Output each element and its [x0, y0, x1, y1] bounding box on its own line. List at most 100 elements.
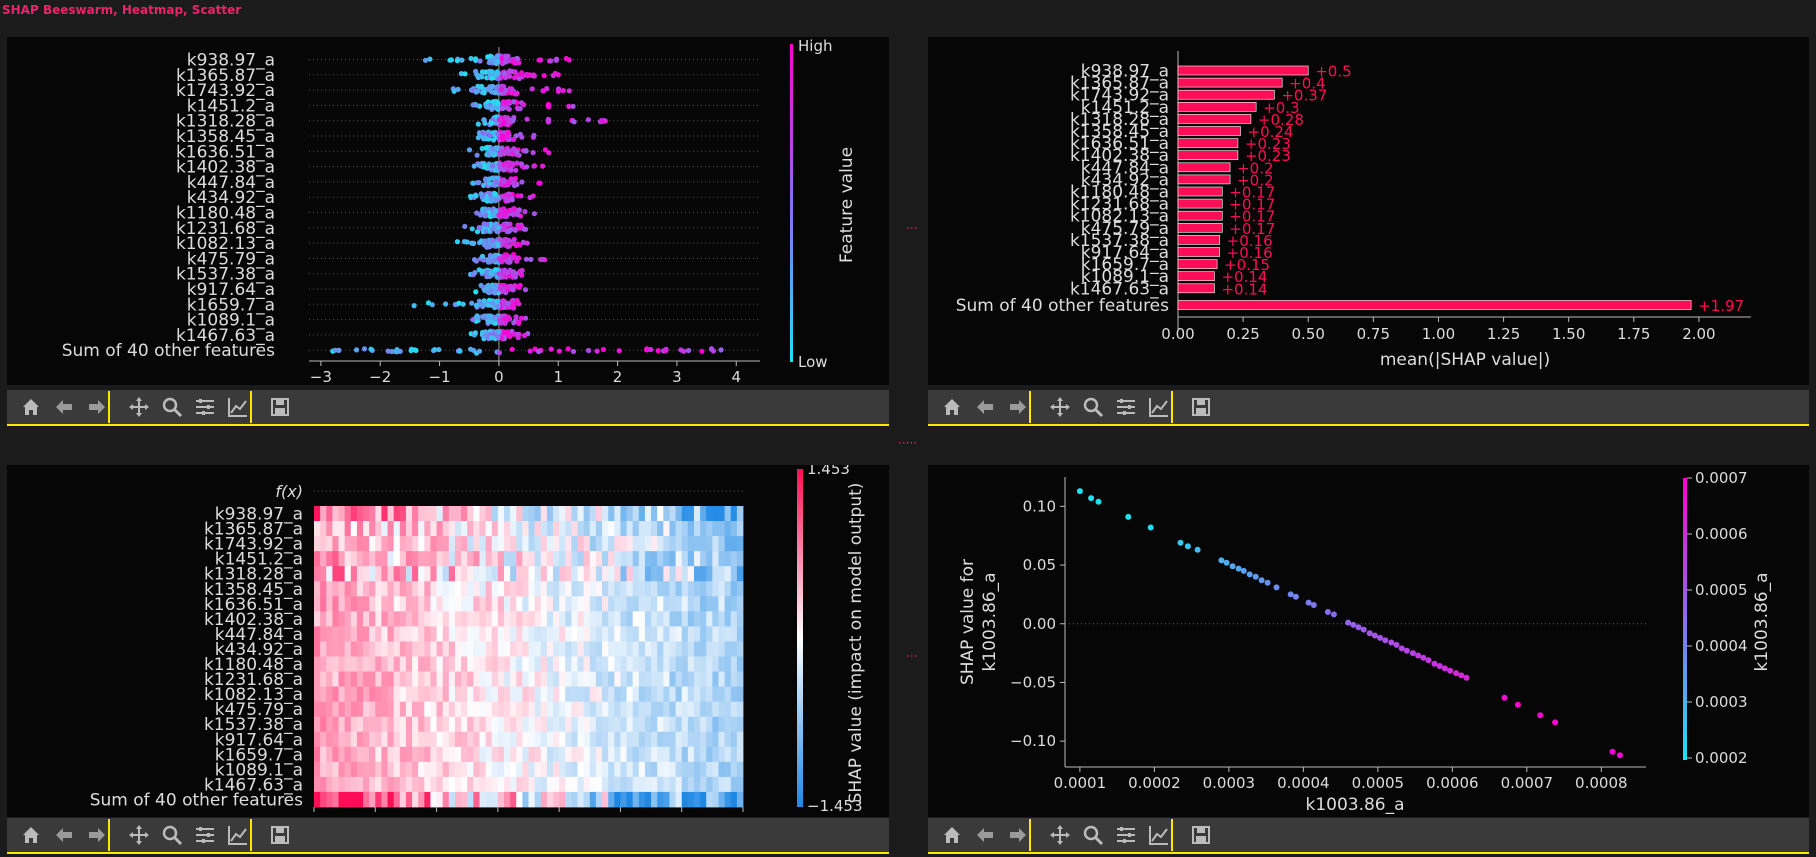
pan-button[interactable] — [1046, 393, 1074, 421]
zoom-button[interactable] — [1079, 393, 1107, 421]
heatmap-cell — [540, 656, 548, 672]
heatmap-cell — [602, 611, 609, 627]
beeswarm-point — [498, 213, 504, 219]
heatmap-cell — [320, 686, 327, 703]
dependence-point — [1415, 652, 1422, 659]
heatmap-cell — [363, 641, 370, 657]
heatmap-cell — [614, 731, 621, 748]
heatmap-cell — [546, 746, 554, 763]
heatmap-cell — [320, 656, 327, 672]
bar-category-label: k1451.2_a — [1081, 98, 1169, 118]
save-button[interactable] — [266, 821, 294, 849]
home-button[interactable] — [938, 393, 966, 421]
heatmap-cell — [510, 656, 517, 672]
heatmap-cell — [644, 596, 652, 612]
heatmap-cell — [448, 581, 456, 597]
heatmap-cell — [405, 506, 413, 522]
beeswarm-point — [487, 133, 493, 139]
x-tick-label: 2 — [613, 368, 623, 385]
beeswarm-point — [616, 348, 622, 354]
edit-axis-button[interactable] — [224, 821, 252, 849]
beeswarm-point — [510, 99, 516, 105]
heatmap-cell — [663, 656, 670, 672]
heatmap-cell — [405, 551, 413, 567]
subplots-button[interactable] — [1112, 821, 1140, 849]
heatmap-cell — [559, 671, 566, 687]
heatmap-cell — [399, 536, 407, 552]
heatmap-cell — [638, 521, 646, 537]
edit-axis-button[interactable] — [1145, 821, 1173, 849]
back-arrow-button[interactable] — [50, 393, 78, 421]
subplots-button[interactable] — [1112, 393, 1140, 421]
heatmap-cell — [424, 701, 431, 718]
back-arrow-button[interactable] — [50, 821, 78, 849]
heatmap-cell — [332, 776, 339, 793]
zoom-button[interactable] — [158, 393, 186, 421]
beeswarm-point — [555, 88, 562, 94]
bar-value-label: +0.3 — [1263, 99, 1299, 117]
back-arrow-button[interactable] — [971, 393, 999, 421]
heatmap-cell — [571, 731, 578, 748]
dependence-point — [1552, 719, 1559, 726]
heatmap-cell — [448, 611, 456, 627]
vertical-splitter-handle[interactable]: ⋮ — [905, 222, 919, 234]
heatmap-cell — [546, 581, 554, 597]
zoom-button[interactable] — [158, 821, 186, 849]
save-button[interactable] — [266, 393, 294, 421]
home-icon — [944, 399, 960, 415]
heatmap-cell — [534, 611, 542, 627]
home-button[interactable] — [17, 393, 45, 421]
heatmap-cell — [693, 626, 701, 642]
forward-arrow-button[interactable] — [1004, 393, 1032, 421]
heatmap-cell — [473, 566, 480, 582]
heatmap-cell — [356, 626, 364, 642]
heatmap-cell — [595, 521, 603, 537]
heatmap-cell — [730, 791, 738, 808]
pan-button[interactable] — [125, 821, 153, 849]
heatmap-cell — [454, 791, 462, 808]
heatmap-cell — [375, 581, 382, 597]
pan-button[interactable] — [125, 393, 153, 421]
beeswarm-point — [489, 319, 495, 325]
heatmap-cell — [663, 536, 670, 552]
heatmap-cell — [497, 656, 505, 672]
bar — [1177, 186, 1223, 197]
heatmap-cell — [700, 536, 707, 552]
heatmap-cell — [356, 746, 364, 763]
heatmap-cell — [510, 731, 517, 748]
subplots-button[interactable] — [191, 393, 219, 421]
heatmap-cell — [589, 716, 597, 733]
horizontal-splitter-handle[interactable]: ····· — [898, 436, 918, 450]
home-button[interactable] — [17, 821, 45, 849]
forward-arrow-button[interactable] — [83, 393, 111, 421]
pan-button[interactable] — [1046, 821, 1074, 849]
beeswarm-point — [499, 86, 505, 93]
heatmap-cell — [608, 521, 615, 537]
edit-axis-button[interactable] — [224, 393, 252, 421]
edit-axis-button[interactable] — [1145, 393, 1173, 421]
heatmap-cell — [712, 626, 719, 642]
heatmap-cell — [479, 671, 486, 687]
save-button[interactable] — [1187, 393, 1215, 421]
heatmap-cell — [369, 761, 376, 778]
save-button[interactable] — [1187, 821, 1215, 849]
home-button[interactable] — [938, 821, 966, 849]
heatmap-cell — [589, 686, 597, 703]
vertical-splitter-handle-lower[interactable]: ⋮ — [905, 650, 919, 662]
beeswarm-point — [502, 150, 508, 156]
zoom-button[interactable] — [1079, 821, 1107, 849]
heatmap-cell — [718, 506, 726, 522]
heatmap-cell — [387, 791, 395, 808]
beeswarm-point — [514, 255, 520, 261]
heatmap-cell — [424, 626, 431, 642]
heatmap-cell — [387, 521, 395, 537]
heatmap-cell — [583, 596, 591, 612]
window-title: SHAP Beeswarm, Heatmap, Scatter — [2, 3, 242, 17]
forward-arrow-button[interactable] — [83, 821, 111, 849]
beeswarm-point — [516, 75, 522, 82]
beeswarm-point — [479, 253, 486, 259]
heatmap-cell — [522, 626, 529, 642]
forward-arrow-button[interactable] — [1004, 821, 1032, 849]
back-arrow-button[interactable] — [971, 821, 999, 849]
subplots-button[interactable] — [191, 821, 219, 849]
